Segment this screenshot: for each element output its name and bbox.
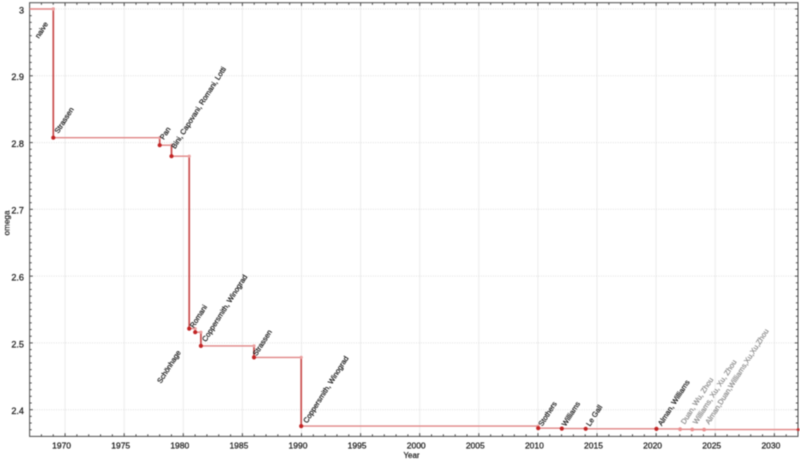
svg-text:3: 3 — [19, 5, 24, 15]
svg-text:2.7: 2.7 — [11, 206, 24, 216]
svg-text:2030: 2030 — [761, 440, 780, 450]
svg-text:2.5: 2.5 — [11, 339, 24, 349]
svg-text:1970: 1970 — [52, 440, 71, 450]
svg-text:1985: 1985 — [229, 440, 248, 450]
svg-text:1975: 1975 — [111, 440, 130, 450]
svg-text:2000: 2000 — [407, 440, 426, 450]
svg-text:omega: omega — [3, 210, 12, 235]
svg-text:1990: 1990 — [289, 440, 308, 450]
svg-text:2010: 2010 — [525, 440, 544, 450]
svg-text:2.4: 2.4 — [11, 406, 24, 416]
svg-text:2025: 2025 — [702, 440, 721, 450]
svg-text:1995: 1995 — [348, 440, 367, 450]
svg-text:2020: 2020 — [643, 440, 662, 450]
svg-text:Year: Year — [404, 451, 420, 460]
svg-text:2.8: 2.8 — [11, 139, 24, 149]
svg-text:2015: 2015 — [584, 440, 603, 450]
svg-text:2.6: 2.6 — [11, 273, 24, 283]
svg-text:2005: 2005 — [466, 440, 485, 450]
svg-text:2.9: 2.9 — [11, 72, 24, 82]
svg-text:1980: 1980 — [170, 440, 189, 450]
